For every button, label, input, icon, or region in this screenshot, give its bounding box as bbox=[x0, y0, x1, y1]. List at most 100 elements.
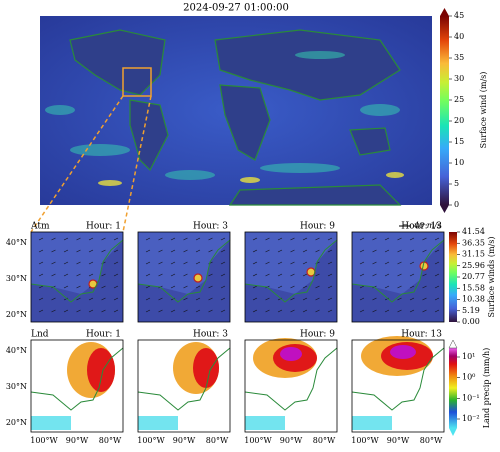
wind-arrow bbox=[409, 285, 415, 289]
wind-arrow bbox=[327, 273, 333, 277]
colorbar-label: Land precip (mm/h) bbox=[482, 348, 491, 429]
wind-arrow bbox=[63, 237, 69, 241]
x-tick-label: 100°W bbox=[30, 436, 58, 445]
colorbar-label: Surface wind (m/s) bbox=[479, 72, 488, 149]
colorbar-tick-label: 5 bbox=[454, 179, 459, 188]
land bbox=[31, 232, 123, 294]
x-tick-label: 100°W bbox=[244, 436, 272, 445]
wind-arrow bbox=[422, 273, 427, 277]
wind-arrow bbox=[51, 273, 56, 277]
wind-arrow bbox=[327, 249, 333, 253]
wind-arrow bbox=[265, 261, 270, 265]
panel-frame bbox=[137, 231, 231, 323]
wind-arrow bbox=[170, 285, 176, 289]
wind-arrow bbox=[208, 273, 213, 277]
wind-arrow bbox=[372, 297, 377, 301]
wind-arrow bbox=[384, 237, 390, 241]
wind-arrow bbox=[327, 309, 333, 313]
panel-frame bbox=[30, 231, 124, 323]
colorbar-tick-label: 10⁻¹ bbox=[462, 393, 480, 402]
wind-arrow bbox=[158, 297, 163, 301]
wind-arrow bbox=[434, 297, 440, 301]
wind-arrow bbox=[183, 261, 188, 265]
wind-arrow bbox=[101, 285, 106, 289]
colorbar-tick-label: 41.54 bbox=[462, 227, 485, 236]
wind-arrow bbox=[158, 261, 163, 265]
wind-arrow bbox=[359, 273, 365, 277]
y-tick-label: 40°N bbox=[6, 346, 27, 355]
wind-arrow bbox=[51, 309, 56, 313]
panel bbox=[244, 231, 338, 323]
precip bbox=[245, 416, 285, 430]
wind-arrow bbox=[384, 249, 390, 253]
row-label: Lnd bbox=[31, 330, 49, 340]
wind-arrow bbox=[277, 249, 283, 253]
wind-arrow bbox=[183, 273, 188, 277]
wind-arrow bbox=[195, 309, 201, 313]
wind-arrow bbox=[397, 273, 402, 277]
coastline bbox=[137, 239, 231, 303]
wind-arrow bbox=[145, 249, 151, 253]
wind-arrow bbox=[113, 237, 119, 241]
wind-arrow bbox=[252, 249, 258, 253]
y-tick-label: 20°N bbox=[6, 310, 27, 319]
precip bbox=[352, 416, 392, 430]
wind-arrow bbox=[397, 261, 402, 265]
wind-arrow bbox=[252, 309, 258, 313]
x-tick-label: 80°W bbox=[313, 436, 336, 445]
colorbar-extension bbox=[440, 8, 449, 16]
coastline bbox=[137, 347, 231, 411]
wind-arrow bbox=[145, 297, 151, 301]
wind-arrow bbox=[145, 237, 151, 241]
wind-arrow bbox=[372, 249, 377, 253]
wind-arrow bbox=[208, 249, 213, 253]
precip bbox=[31, 416, 71, 430]
wind-arrow bbox=[302, 249, 308, 253]
wind-arrow bbox=[302, 273, 308, 277]
wind-arrow bbox=[101, 297, 106, 301]
colorbar-tick-label: 10¹ bbox=[462, 352, 475, 361]
wind-arrow bbox=[277, 261, 283, 265]
wind-arrow bbox=[315, 273, 320, 277]
x-tick-label: 90°W bbox=[173, 436, 196, 445]
wind-arrow bbox=[51, 249, 56, 253]
arrow-scale-label: 40 m/s bbox=[413, 221, 441, 230]
wind-arrow bbox=[113, 261, 119, 265]
x-tick-label: 100°W bbox=[351, 436, 379, 445]
wind-arrow bbox=[158, 237, 163, 241]
wind-arrow bbox=[101, 249, 106, 253]
wind-arrow bbox=[195, 249, 201, 253]
wind-arrow bbox=[409, 261, 415, 265]
wind-arrow bbox=[302, 237, 308, 241]
wind-arrow bbox=[38, 273, 44, 277]
precip bbox=[138, 416, 178, 430]
colorbar-tick-label: 10⁰ bbox=[462, 373, 475, 382]
wind-arrow bbox=[183, 249, 188, 253]
wind-arrow bbox=[170, 261, 176, 265]
x-tick-label: 90°W bbox=[66, 436, 89, 445]
wind-arrow bbox=[220, 237, 226, 241]
wind-arrow bbox=[76, 297, 81, 301]
panel-title: Hour: 9 bbox=[300, 330, 335, 340]
row-label: Atm bbox=[30, 222, 50, 232]
wind-arrow bbox=[302, 297, 308, 301]
land bbox=[138, 232, 230, 294]
wind-arrow bbox=[252, 237, 258, 241]
wind-arrow bbox=[170, 309, 176, 313]
x-tick-label: 100°W bbox=[137, 436, 165, 445]
wind-arrow bbox=[220, 249, 226, 253]
wind-arrow bbox=[372, 309, 377, 313]
wind-arrow bbox=[327, 237, 333, 241]
wind-arrow bbox=[422, 285, 427, 289]
wind-arrow bbox=[158, 309, 163, 313]
wind-arrow bbox=[277, 237, 283, 241]
panel-frame bbox=[30, 339, 124, 433]
wind-arrow bbox=[51, 261, 56, 265]
x-tick-label: 80°W bbox=[420, 436, 443, 445]
colorbar-tick-label: 10 bbox=[454, 158, 464, 167]
zoom-line bbox=[122, 95, 152, 233]
wind-arrow bbox=[315, 297, 320, 301]
wind-arrow bbox=[327, 261, 333, 265]
wind-arrow bbox=[101, 309, 106, 313]
colorbar-tick-label: 10.38 bbox=[462, 295, 485, 304]
